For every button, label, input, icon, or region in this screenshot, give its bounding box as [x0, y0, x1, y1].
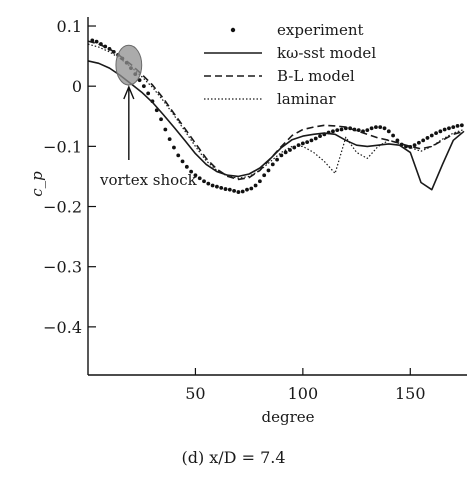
annotation: vortex shock: [99, 44, 198, 189]
experiment-point: [378, 125, 383, 130]
x-tick-label: 50: [185, 384, 205, 403]
experiment-point: [253, 183, 258, 188]
experiment-point: [137, 78, 142, 83]
experiment-point: [459, 123, 464, 128]
experiment-point: [227, 187, 232, 192]
experiment-point: [356, 128, 361, 133]
x-tick-label: 150: [395, 384, 426, 403]
experiment-point: [395, 138, 400, 143]
experiment-point: [421, 138, 426, 143]
annotation-arrow-head: [123, 85, 135, 100]
vortex-shock-ellipse: [115, 44, 143, 86]
experiment-point: [249, 186, 254, 191]
experiment-point: [335, 128, 340, 133]
experiment-point: [451, 125, 456, 130]
experiment-point: [210, 183, 215, 188]
experiment-point: [215, 184, 219, 189]
legend: experiment kω-sst model B-L model laminar: [204, 21, 376, 108]
experiment-point: [257, 179, 262, 184]
experiment-point: [318, 134, 322, 139]
series-line-laminar: [88, 43, 465, 179]
experiment-point: [176, 153, 181, 158]
experiment-point: [296, 143, 301, 148]
experiment-point: [262, 173, 267, 178]
experiment-point: [146, 91, 151, 96]
experiment-point: [374, 125, 378, 130]
experiment-point: [180, 159, 185, 164]
experiment-point: [159, 117, 163, 122]
legend-label: experiment: [277, 21, 364, 39]
experiment-point: [219, 185, 224, 190]
x-axis-label: degree: [261, 408, 314, 426]
experiment-point: [184, 164, 189, 169]
experiment-point: [279, 153, 284, 158]
experiment-point: [365, 128, 370, 133]
experiment-point: [266, 168, 271, 173]
experiment-point: [193, 173, 198, 178]
experiment-point: [386, 129, 391, 134]
experiment-point: [442, 127, 447, 132]
experiment-point: [206, 181, 211, 186]
experiment-point: [288, 148, 292, 152]
experiment-point: [172, 145, 176, 150]
annotation-text: vortex shock: [99, 171, 198, 189]
experiment-point: [240, 189, 245, 194]
experiment-point: [283, 150, 288, 155]
experiment-point: [305, 140, 310, 145]
y-tick-label: −0.1: [43, 137, 82, 156]
experiment-point: [167, 137, 172, 142]
experiment-point: [236, 190, 241, 194]
experiment-point: [309, 138, 314, 143]
experiment-point: [416, 140, 421, 145]
legend-marker-experiment: [230, 27, 236, 33]
experiment-point: [300, 141, 305, 146]
legend-label: kω-sst model: [277, 44, 376, 62]
legend-label: laminar: [277, 90, 336, 108]
experiment-point: [382, 126, 387, 131]
series-line-b-l-model: [88, 40, 465, 181]
x-tick-label: 100: [288, 384, 319, 403]
axes: 0.1 0 −0.1 −0.2 −0.3 −0.4 50 100 150 degree c_p: [28, 17, 467, 426]
y-axis-label: c_p: [28, 171, 46, 197]
y-tick-label: −0.4: [43, 318, 82, 337]
experiment-point: [438, 129, 443, 134]
experiment-point: [331, 129, 335, 134]
experiment-point: [447, 126, 451, 131]
experiment-point: [189, 169, 194, 174]
experiment-point: [270, 162, 275, 167]
y-tick-label: 0: [72, 77, 82, 96]
experiment-point: [275, 157, 279, 162]
experiment-point: [245, 187, 249, 192]
experiment-point: [412, 143, 417, 148]
y-tick-label: −0.3: [43, 258, 82, 277]
experiment-point: [429, 133, 434, 138]
figure-caption: (d) x/D = 7.4: [181, 448, 286, 467]
experiment-point: [94, 39, 99, 44]
experiment-point: [197, 176, 202, 181]
y-tick-label: −0.2: [43, 198, 82, 217]
experiment-point: [232, 188, 237, 193]
experiment-point: [223, 187, 228, 191]
experiment-point: [369, 126, 374, 131]
legend-label: B-L model: [277, 67, 355, 85]
y-tick-label: 0.1: [57, 17, 82, 36]
experiment-point: [313, 136, 318, 141]
experiment-point: [202, 179, 206, 184]
experiment-point: [434, 131, 438, 136]
experiment-point: [141, 84, 146, 89]
experiment-point: [425, 136, 430, 140]
experiment-point: [163, 127, 168, 132]
experiment-point: [455, 123, 460, 128]
experiment-point: [391, 133, 395, 138]
experiment-point: [339, 127, 344, 132]
